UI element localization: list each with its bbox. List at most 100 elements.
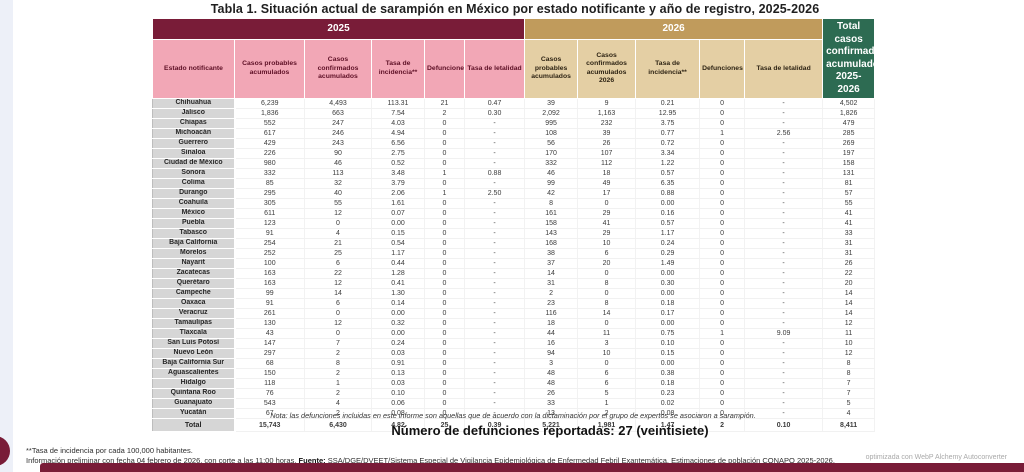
value-cell: 33 <box>524 398 579 409</box>
year-2026-header: 2026 <box>524 18 824 40</box>
table-row: Zacatecas 163 22 1.28 0-14 0 0.00 0-22 <box>152 268 876 279</box>
value-cell: 0 <box>424 358 465 369</box>
value-cell: 0.00 <box>635 318 701 329</box>
value-cell: 94 <box>524 348 579 359</box>
value-cell: 0 <box>699 178 746 189</box>
value-cell: 2 <box>304 388 372 399</box>
value-cell: 0 <box>424 378 465 389</box>
value-cell: 8 <box>822 358 876 369</box>
value-cell: 0 <box>304 218 372 229</box>
value-cell: 0 <box>699 398 746 409</box>
value-cell: 1,981 <box>577 418 637 432</box>
value-cell: - <box>464 198 526 209</box>
value-cell: 0 <box>424 138 465 149</box>
value-cell: 3 <box>524 358 579 369</box>
value-cell: 168 <box>524 238 579 249</box>
value-cell: 243 <box>304 138 372 149</box>
value-cell: 14 <box>822 308 876 319</box>
state-cell: Michoacán <box>152 128 236 139</box>
value-cell: 663 <box>304 108 372 119</box>
value-cell: - <box>464 388 526 399</box>
col-header-letalidad-2025: Tasa de letalidad <box>463 38 526 100</box>
table-row: Morelos 252 25 1.17 0-38 6 0.29 0-31 <box>152 248 876 259</box>
value-cell: 31 <box>822 248 876 259</box>
value-cell: 10 <box>577 238 637 249</box>
value-cell: 161 <box>524 208 579 219</box>
value-cell: 0 <box>699 168 746 179</box>
value-cell: 0 <box>577 358 637 369</box>
value-cell: 0 <box>424 278 465 289</box>
value-cell: 6.56 <box>371 138 425 149</box>
value-cell: 1.49 <box>635 258 701 269</box>
value-cell: - <box>464 178 526 189</box>
value-cell: 0 <box>424 308 465 319</box>
table-row: Chihuahua 6,239 4,493 113.31 21 0.47 39 9 0.21 0-… <box>152 98 876 109</box>
col-header-letalidad-2026: Tasa de letalidad <box>744 38 824 100</box>
value-cell: 10 <box>822 338 876 349</box>
value-cell: 0 <box>699 148 746 159</box>
value-cell: - <box>464 218 526 229</box>
value-cell: - <box>744 138 824 149</box>
value-cell: 14 <box>524 268 579 279</box>
state-cell: San Luis Potosí <box>152 338 236 349</box>
table-row: Aguascalientes 150 2 0.13 0-48 6 0.38 0-8 <box>152 368 876 379</box>
value-cell: 0 <box>424 318 465 329</box>
value-cell: 57 <box>822 188 876 199</box>
value-cell: 232 <box>577 118 637 129</box>
value-cell: 4 <box>304 398 372 409</box>
state-cell: Baja California <box>152 238 236 249</box>
table-row: Campeche 99 14 1.30 0-2 0 0.00 0-14 <box>152 288 876 299</box>
col-header-defunciones-2025: Defunciones <box>424 38 465 100</box>
value-cell: 0 <box>577 268 637 279</box>
state-cell: Jalisco <box>152 108 236 119</box>
value-cell: 0.88 <box>635 188 701 199</box>
col-header-confirmados-2025: Casos confirmados acumulados <box>304 38 372 100</box>
value-cell: 0 <box>424 388 465 399</box>
table-row: Baja California 254 21 0.54 0-168 10 0.24 0-31 <box>152 238 876 249</box>
value-cell: 269 <box>822 138 876 149</box>
value-cell: 0 <box>699 368 746 379</box>
footnote-preliminary-text: Información preliminar con fecha 04 febr… <box>26 456 299 465</box>
value-cell: 6 <box>304 298 372 309</box>
value-cell: 6 <box>304 258 372 269</box>
value-cell: 0 <box>424 228 465 239</box>
value-cell: 0.00 <box>371 308 425 319</box>
value-cell: 0.15 <box>371 228 425 239</box>
value-cell: 0 <box>699 208 746 219</box>
value-cell: 48 <box>524 378 579 389</box>
value-cell: 55 <box>304 198 372 209</box>
value-cell: 12 <box>304 208 372 219</box>
value-cell: 1.28 <box>371 268 425 279</box>
value-cell: 2.75 <box>371 148 425 159</box>
value-cell: 170 <box>524 148 579 159</box>
value-cell: 0 <box>699 318 746 329</box>
value-cell: 0 <box>699 308 746 319</box>
value-cell: 20 <box>577 258 637 269</box>
value-cell: 20 <box>822 278 876 289</box>
value-cell: 7.54 <box>371 108 425 119</box>
value-cell: 1,826 <box>822 108 876 119</box>
value-cell: 5 <box>577 388 637 399</box>
value-cell: 14 <box>304 288 372 299</box>
value-cell: 41 <box>577 218 637 229</box>
value-cell: - <box>744 318 824 329</box>
value-cell: 49 <box>577 178 637 189</box>
value-cell: - <box>744 208 824 219</box>
value-cell: 6 <box>577 368 637 379</box>
value-cell: 6 <box>577 378 637 389</box>
value-cell: 48 <box>524 368 579 379</box>
value-cell: 112 <box>577 158 637 169</box>
value-cell: - <box>744 308 824 319</box>
value-cell: 25 <box>304 248 372 259</box>
note-text: Nota: las defunciones incluidas en este … <box>152 411 874 420</box>
value-cell: - <box>744 198 824 209</box>
value-cell: 0.03 <box>371 348 425 359</box>
value-cell: - <box>464 298 526 309</box>
value-cell: 40 <box>304 188 372 199</box>
value-cell: 254 <box>234 238 305 249</box>
table-row: Chiapas 552 247 4.03 0-995 232 3.75 0-479 <box>152 118 876 129</box>
value-cell: - <box>744 248 824 259</box>
value-cell: 22 <box>822 268 876 279</box>
table-row: Guerrero 429 243 6.56 0-56 26 0.72 0-269 <box>152 138 876 149</box>
value-cell: 113 <box>304 168 372 179</box>
